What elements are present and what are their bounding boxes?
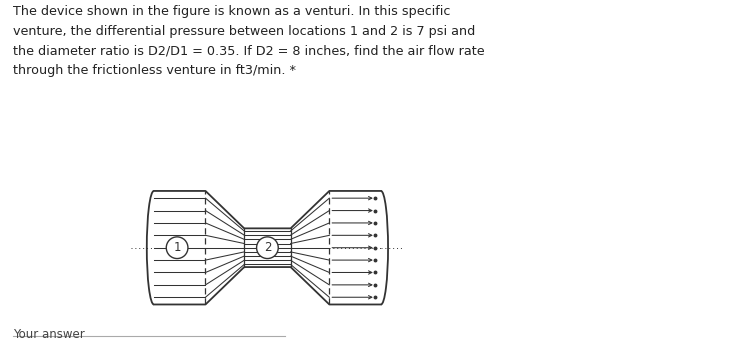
Text: 1: 1 bbox=[173, 241, 181, 254]
Circle shape bbox=[166, 237, 188, 258]
Text: Your answer: Your answer bbox=[13, 328, 86, 341]
Text: The device shown in the figure is known as a venturi. In this specific
venture, : The device shown in the figure is known … bbox=[13, 5, 485, 77]
Circle shape bbox=[256, 237, 278, 258]
Text: 2: 2 bbox=[264, 241, 272, 254]
